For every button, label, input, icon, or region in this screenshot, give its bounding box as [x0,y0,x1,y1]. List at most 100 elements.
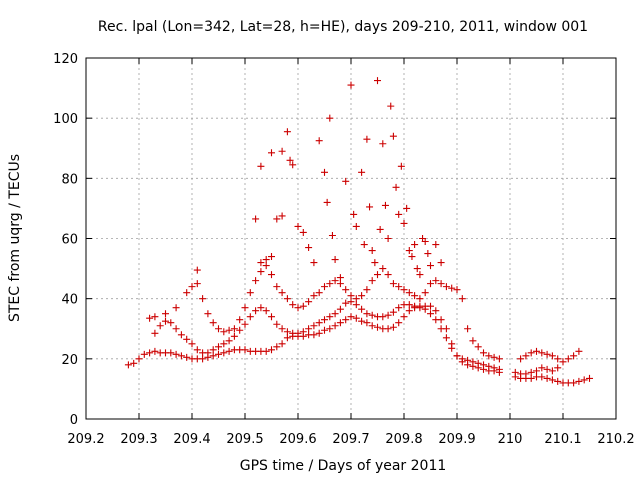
data-point [193,346,201,354]
x-tick-label: 209.4 [173,432,210,447]
data-point [363,310,371,318]
data-point [495,355,503,363]
x-tick-label: 209.8 [385,432,422,447]
data-point [188,283,196,291]
data-point [347,313,355,321]
data-point [140,350,148,358]
data-point [517,355,525,363]
data-point [374,323,381,331]
data-point [268,271,275,279]
x-tick-label: 209.5 [226,432,263,447]
x-tick-label: 209.6 [279,432,316,447]
data-point [225,337,233,345]
data-point [331,322,339,330]
data-point [352,295,360,303]
data-point [278,289,286,297]
data-point [352,222,360,230]
data-point [366,203,374,211]
data-point [400,313,408,321]
data-point [411,292,419,300]
data-point [387,102,395,110]
data-point [400,286,408,294]
data-point [389,323,397,331]
data-point [474,359,482,367]
data-point [548,367,556,375]
data-point [408,253,416,261]
data-point [538,364,546,372]
data-point [146,349,154,357]
data-point [559,358,567,366]
data-point [294,304,302,312]
grid [86,58,616,419]
data-point [464,356,472,364]
x-tick-label: 209.3 [120,432,157,447]
data-point [347,298,355,306]
data-point [215,350,222,358]
data-point [257,259,265,267]
data-point [358,317,366,325]
data-point [379,140,387,148]
data-point [252,307,260,315]
data-point [416,271,424,279]
data-points [124,77,593,387]
data-point [371,259,379,267]
data-point [326,280,334,288]
data-point [538,373,546,381]
data-point [533,367,540,375]
data-point [246,313,254,321]
data-point [220,349,228,357]
data-point [376,225,384,233]
data-point [511,368,519,376]
data-point [273,283,281,291]
data-point [490,364,498,372]
data-point [442,283,450,291]
data-point [283,334,291,342]
data-point [352,301,360,309]
data-point [374,271,381,279]
data-point [363,135,371,143]
data-point [384,235,392,242]
data-point [294,329,302,337]
data-point [230,325,238,333]
data-point [432,307,440,315]
data-point [554,355,562,363]
data-point [236,316,244,324]
data-point [286,156,294,164]
y-tick-label: 0 [70,413,78,428]
data-point [183,335,191,343]
data-point [167,349,175,357]
data-point [389,308,397,316]
data-point [204,349,212,357]
data-point [495,365,503,373]
data-point [262,262,270,270]
data-point [336,274,344,282]
data-point [389,132,397,140]
data-point [368,322,376,330]
data-point [548,376,556,384]
data-point [336,305,344,313]
data-point [177,352,185,360]
data-point [268,346,275,354]
axis-ticks: 0 20 40 60 80 100 120 209.2 209.3 209.4 209.5 209.6… [53,52,634,447]
data-point [342,316,350,324]
data-point [326,114,334,122]
data-point [400,219,408,227]
data-point [368,311,376,319]
data-point [570,379,578,387]
data-point [389,280,397,288]
data-point [564,355,572,363]
data-point [379,265,387,273]
data-point [347,292,355,300]
data-point [538,349,546,357]
data-point [360,241,368,249]
data-point [273,215,281,223]
data-point [548,352,556,360]
data-point [135,355,143,363]
x-tick-label: 209.9 [438,432,475,447]
data-point [183,289,191,297]
data-point [392,183,400,191]
data-point [336,280,344,288]
data-point [381,201,389,209]
data-point [485,362,493,370]
data-point [315,329,323,337]
